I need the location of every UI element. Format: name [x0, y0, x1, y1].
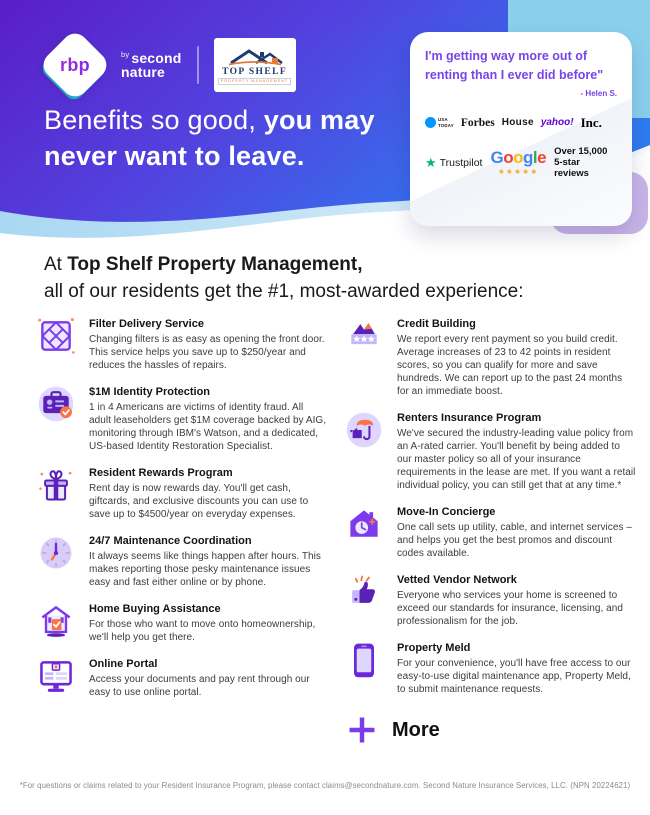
usa-today-logo: USA TODAY	[425, 117, 454, 128]
benefit-item: Resident Rewards Program Rent day is now…	[36, 465, 328, 521]
five-star-rating-icon: ★★★★★	[497, 167, 539, 177]
testimonial-card: I'm getting way more out of renting than…	[410, 32, 632, 226]
benefit-item: Move-In Concierge One call sets up utili…	[344, 504, 636, 560]
top-shelf-name: TOP SHELF	[222, 66, 288, 77]
second-nature-logo: by second nature	[121, 51, 182, 79]
google-logo: Google ★★★★★	[490, 149, 546, 176]
headline: Benefits so good, you may never want to …	[44, 103, 375, 175]
benefit-description: We report every rent payment so you buil…	[397, 334, 623, 397]
media-logos-row: USA TODAY Forbes House yahoo! Inc.	[425, 115, 617, 131]
top-shelf-roof-icon	[228, 48, 283, 65]
benefit-title: 24/7 Maintenance Coordination	[89, 535, 252, 547]
benefits-column-right: Credit Building We report every rent pay…	[344, 316, 636, 746]
benefit-description: We've secured the industry-leading value…	[397, 428, 636, 491]
inc-logo: Inc.	[580, 114, 602, 130]
benefit-item: 24/7 Maintenance Coordination It always …	[36, 533, 328, 589]
benefit-title: Online Portal	[89, 658, 158, 670]
benefit-description: For those who want to move onto homeowne…	[89, 619, 316, 643]
umbrella-house-icon	[344, 410, 384, 450]
benefit-title: Credit Building	[397, 318, 476, 330]
credit-banner-icon	[344, 316, 384, 356]
benefit-item: Home Buying Assistance For those who wan…	[36, 601, 328, 644]
usa-today-line1: USA	[438, 117, 448, 123]
rbp-logo: rbp	[38, 28, 112, 104]
intro-line2: all of our residents get the #1, most-aw…	[44, 280, 524, 302]
benefit-item: $1M Identity Protection 1 in 4 Americans…	[36, 384, 328, 453]
google-letter: G	[490, 148, 504, 168]
google-letter: o	[503, 148, 514, 168]
benefit-description: It always seems like things happen after…	[89, 551, 321, 588]
headline-bold-1: you may	[263, 105, 375, 135]
id-card-icon	[36, 384, 76, 424]
benefit-item: Filter Delivery Service Changing filters…	[36, 316, 328, 372]
more-label: More	[392, 718, 440, 741]
benefit-title: Vetted Vendor Network	[397, 574, 517, 586]
benefit-item: Online Portal Access your documents and …	[36, 656, 328, 699]
benefits-column-left: Filter Delivery Service Changing filters…	[36, 316, 328, 699]
gift-icon	[36, 465, 76, 505]
google-letter: e	[537, 148, 547, 168]
clock-icon	[36, 533, 76, 573]
intro-heading: At Top Shelf Property Management, all of…	[44, 252, 524, 306]
benefit-title: Home Buying Assistance	[89, 603, 221, 615]
benefit-title: Renters Insurance Program	[397, 412, 542, 424]
house-logo: House	[501, 117, 534, 128]
benefit-description: 1 in 4 Americans are victims of identity…	[89, 402, 327, 452]
top-shelf-logo: TOP SHELF PROPERTY MANAGEMENT	[213, 38, 296, 92]
benefit-item: Property Meld For your convenience, you'…	[344, 640, 636, 696]
testimonial-attribution: - Helen S.	[580, 88, 617, 98]
trustpilot-label: Trustpilot	[439, 156, 483, 169]
benefit-title: Filter Delivery Service	[89, 318, 204, 330]
benefit-description: For your convenience, you'll have free a…	[397, 658, 631, 695]
reviews-label: 5-star reviews	[554, 156, 589, 180]
benefit-item: Vetted Vendor Network Everyone who servi…	[344, 572, 636, 628]
google-letter: l	[532, 148, 538, 168]
intro-brand: Top Shelf Property Management,	[67, 254, 363, 275]
benefit-title: Property Meld	[397, 642, 471, 654]
benefit-description: One call sets up utility, cable, and int…	[397, 522, 632, 559]
benefit-description: Changing filters is as easy as opening t…	[89, 334, 325, 371]
second-nature-line2: nature	[121, 63, 165, 80]
footer-disclaimer: *For questions or claims related to your…	[19, 781, 631, 790]
trustpilot-star-icon: ★	[425, 155, 437, 171]
usa-today-circle-icon	[425, 117, 436, 128]
benefit-title: $1M Identity Protection	[89, 386, 211, 398]
house-check-icon	[36, 601, 76, 641]
monitor-icon	[36, 656, 76, 696]
plus-icon	[349, 717, 375, 743]
rbp-wordmark: rbp	[44, 34, 106, 96]
thumbs-up-icon	[344, 572, 384, 612]
benefit-item: Renters Insurance Program We've secured …	[344, 410, 636, 492]
benefit-description: Everyone who services your home is scree…	[397, 590, 623, 627]
headline-bold-2: never want to leave.	[44, 140, 305, 171]
forbes-logo: Forbes	[460, 116, 495, 129]
brand-row: rbp by second nature TOP SHELF PROPERTY M…	[38, 28, 296, 104]
more-row: More	[344, 714, 636, 746]
benefit-title: Move-In Concierge	[397, 506, 496, 518]
benefit-description: Rent day is now rewards day. You'll get …	[89, 483, 309, 520]
headline-regular: Benefits so good,	[44, 105, 264, 135]
brand-divider	[196, 46, 199, 84]
reviews-count: Over 15,000	[554, 145, 608, 157]
benefit-title: Resident Rewards Program	[89, 467, 233, 479]
trustpilot-logo: ★ Trustpilot	[425, 156, 482, 169]
intro-prefix: At	[44, 254, 68, 275]
top-shelf-tagline: PROPERTY MANAGEMENT	[217, 77, 292, 85]
usa-today-line2: TODAY	[438, 122, 454, 128]
filter-icon	[36, 316, 76, 356]
google-letter: g	[522, 148, 533, 168]
google-letter: o	[513, 148, 523, 168]
second-nature-line1: second	[131, 50, 182, 67]
reviews-row: ★ Trustpilot Google ★★★★★ Over 15,000 5-…	[425, 146, 617, 180]
benefit-description: Access your documents and pay rent throu…	[89, 674, 310, 698]
by-label: by	[121, 50, 130, 60]
testimonial-quote: I'm getting way more out of renting than…	[425, 49, 604, 82]
move-in-house-icon	[344, 504, 384, 544]
yahoo-logo: yahoo!	[540, 117, 574, 128]
benefit-item: Credit Building We report every rent pay…	[344, 316, 636, 398]
smartphone-icon	[344, 640, 384, 680]
